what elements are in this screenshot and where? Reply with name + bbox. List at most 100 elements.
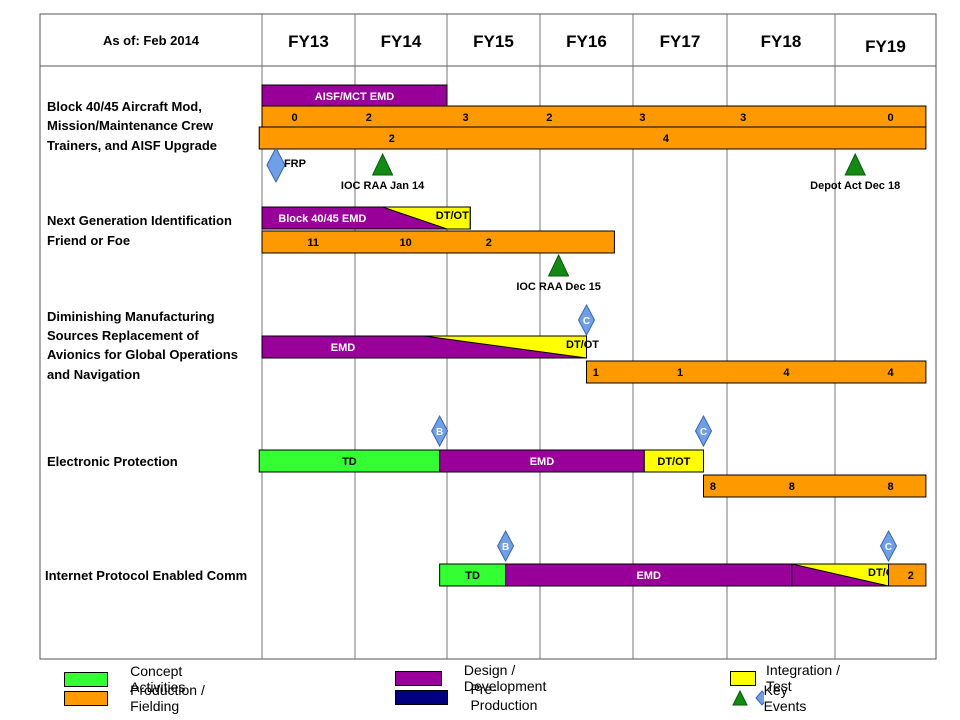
bar-label: TD: [342, 456, 357, 468]
bar-outline: [261, 206, 471, 230]
program-label: Mission/Maintenance Crew: [47, 118, 214, 133]
quantity-label: 2: [908, 570, 914, 582]
fiscal-year-label: FY19: [865, 37, 906, 56]
milestone-label: B: [502, 542, 509, 553]
fiscal-year-label: FY13: [288, 32, 329, 51]
bar-label: EMD: [636, 570, 661, 582]
quantity-label: 0: [887, 112, 893, 124]
legend-label-integration: Integration / Test: [766, 662, 840, 694]
fiscal-year-label: FY18: [761, 32, 802, 51]
program-label: Avionics for Global Operations: [47, 347, 238, 362]
quantity-label: 2: [546, 112, 552, 124]
legend-item-key-events: Key Events: [732, 682, 817, 714]
milestone-diamond: [694, 414, 713, 448]
bar-label: DT/OT: [657, 456, 690, 468]
legend-item-production: Production / Fielding: [64, 682, 217, 714]
quantity-label: 3: [463, 112, 469, 124]
program-label: and Navigation: [47, 367, 140, 382]
quantity-label: 2: [389, 133, 395, 145]
quantity-label: 11: [307, 237, 319, 249]
production-bar: [888, 563, 927, 587]
milestone-diamond: [266, 146, 286, 184]
fiscal-year-label: FY16: [566, 32, 607, 51]
milestone-label: IOC RAA Jan 14: [341, 180, 425, 192]
bar-label: DT/OT: [436, 210, 469, 222]
quantity-label: 3: [639, 112, 645, 124]
program-label: Next Generation Identification: [47, 213, 232, 228]
legend-triangle-icon: [732, 689, 748, 706]
quantity-label: 4: [887, 367, 894, 379]
fiscal-year-label: FY14: [381, 32, 422, 51]
bar-label: AISF/MCT EMD: [315, 91, 394, 103]
integration-bar: [643, 449, 705, 473]
bar-split-line: [791, 563, 889, 587]
quantity-label: 0: [291, 112, 297, 124]
bar-label: EMD: [530, 456, 555, 468]
legend-item-concept: Concept Activities: [64, 663, 205, 695]
legend-item-design: Design / Development: [395, 662, 564, 694]
program-label: Friend or Foe: [47, 233, 130, 248]
milestone-triangle: [844, 152, 866, 176]
design-bar: [262, 336, 587, 358]
legend-label-concept: Concept Activities: [130, 663, 186, 695]
milestone-label: IOC RAA Dec 15: [516, 281, 601, 293]
milestone-label: C: [885, 542, 892, 553]
bar-label: TD: [465, 570, 480, 582]
legend-swatch-preproduction: [395, 689, 449, 705]
bar-split-line: [382, 206, 448, 230]
legend-swatch-design: [395, 670, 442, 686]
milestone-diamond: [879, 529, 898, 563]
quantity-label: 8: [789, 481, 795, 493]
legend-label-design: Design / Development: [463, 662, 547, 694]
quantity-label: 1: [593, 367, 599, 379]
quantity-label: 8: [887, 481, 893, 493]
bar-label: DT/OT: [566, 339, 599, 351]
fiscal-year-label: FY15: [473, 32, 514, 51]
quantity-label: 2: [366, 112, 372, 124]
legend-key-events-icons: [732, 689, 764, 706]
production-bar: [261, 230, 615, 254]
legend-diamond-icon: [755, 690, 764, 706]
production-bar: [258, 126, 927, 150]
milestone-label: C: [583, 316, 590, 327]
quantity-label: 4: [663, 133, 670, 145]
milestone-diamond: [577, 303, 596, 337]
bar-split-line: [423, 335, 587, 359]
legend-swatch-concept: [64, 671, 109, 687]
milestone-diamond: [431, 414, 449, 448]
production-bar: [586, 360, 927, 384]
program-label: Internet Protocol Enabled Comm: [45, 568, 247, 583]
milestone-label: C: [700, 427, 707, 438]
milestone-label: Depot Act Dec 18: [810, 180, 900, 192]
quantity-label: 4: [783, 367, 790, 379]
milestone-triangle: [547, 253, 570, 277]
program-label: Sources Replacement of: [47, 328, 199, 343]
quantity-label: 1: [677, 367, 683, 379]
bar-label: Block 40/45 EMD: [278, 213, 366, 225]
legend-label-production: Production / Fielding: [130, 682, 205, 714]
as-of-label: As of: Feb 2014: [103, 33, 200, 48]
legend-label-key-events: Key Events: [763, 682, 807, 714]
production-bar: [703, 474, 927, 498]
legend-label-preproduction: Pre-Production: [470, 681, 538, 713]
legend-item-integration: Integration / Test: [730, 662, 841, 694]
quantity-label: 8: [710, 481, 716, 493]
milestone-label: B: [436, 427, 443, 438]
program-label: Trainers, and AISF Upgrade: [47, 138, 217, 153]
quantity-label: 3: [740, 112, 746, 124]
program-label: Diminishing Manufacturing: [47, 309, 215, 324]
milestone-diamond: [497, 529, 515, 563]
quantity-label: 10: [399, 237, 411, 249]
milestone-triangle: [371, 152, 394, 176]
production-bar: [261, 105, 927, 129]
legend-item-preproduction: Pre-Production: [395, 681, 548, 713]
quantity-label: 2: [486, 237, 492, 249]
legend-swatch-production: [64, 690, 109, 706]
bar-label: EMD: [331, 342, 356, 354]
program-label: Electronic Protection: [47, 454, 178, 469]
gantt-chart: As of: Feb 2014 FY13 FY14 FY15 FY16 FY17 FY18 F…: [39, 13, 937, 660]
design-bar: [262, 207, 447, 229]
milestone-label: FRP: [284, 158, 306, 170]
bar-outline: [261, 335, 587, 359]
program-label: Block 40/45 Aircraft Mod,: [47, 99, 202, 114]
